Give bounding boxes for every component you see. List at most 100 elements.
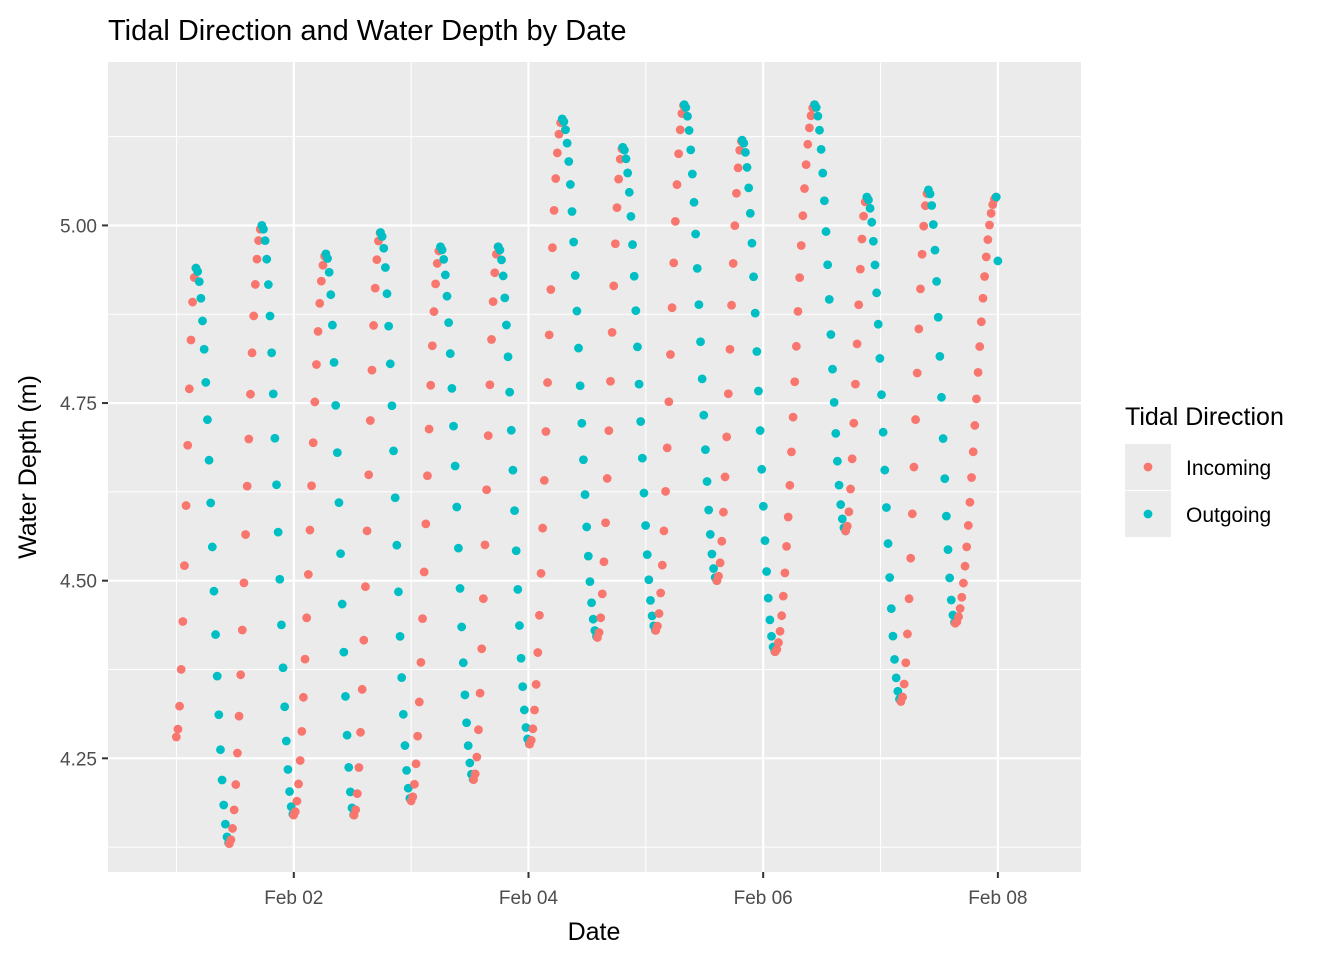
outgoing-point (262, 254, 272, 264)
incoming-point (474, 725, 483, 735)
outgoing-point (687, 169, 697, 179)
incoming-point (798, 211, 808, 221)
incoming-point (294, 779, 303, 789)
incoming-point (302, 613, 312, 623)
outgoing-point (212, 671, 222, 681)
legend: Tidal Direction Incoming Outgoing (1125, 403, 1284, 537)
minor-gridlines (108, 62, 1081, 872)
y-axis-tick-label: 4.50 (60, 572, 97, 593)
outgoing-point (449, 421, 458, 431)
incoming-point (544, 330, 554, 340)
legend-entry-incoming: Incoming (1125, 444, 1271, 490)
outgoing-point (194, 277, 204, 286)
outgoing-point (559, 117, 569, 126)
incoming-point (530, 705, 539, 715)
incoming-point (606, 376, 615, 386)
incoming-point (855, 264, 865, 274)
outgoing-point (946, 595, 956, 605)
incoming-point (791, 341, 801, 351)
outgoing-point (826, 330, 836, 339)
outgoing-point (220, 819, 230, 829)
outgoing-point (749, 272, 758, 282)
outgoing-point (940, 474, 950, 484)
outgoing-point (834, 480, 844, 490)
incoming-point (594, 628, 604, 637)
outgoing-point (380, 263, 390, 272)
outgoing-point (503, 352, 513, 362)
y-axis-tick-label: 5.00 (60, 216, 97, 237)
x-axis-tick-labels: Feb 02 Feb 04 Feb 06 Feb 08 (264, 888, 1027, 909)
outgoing-point (583, 551, 593, 561)
outgoing-point (747, 238, 757, 248)
incoming-point (916, 284, 925, 294)
incoming-point (730, 221, 740, 231)
outgoing-point (510, 506, 519, 516)
incoming-point (909, 462, 919, 472)
incoming-point (242, 481, 252, 491)
incoming-point (370, 283, 380, 293)
incoming-point (295, 756, 305, 765)
outgoing-point (689, 197, 699, 207)
incoming-point (246, 389, 255, 399)
outgoing-point (582, 522, 592, 532)
incoming-point (352, 789, 362, 799)
outgoing-point (686, 145, 696, 155)
outgoing-point (382, 289, 392, 299)
incoming-point (477, 644, 487, 654)
incoming-point (310, 397, 320, 407)
incoming-point (543, 378, 552, 387)
incoming-point (411, 759, 421, 769)
outgoing-point (704, 505, 714, 515)
axis-ticks (102, 224, 999, 878)
incoming-point (226, 835, 236, 845)
incoming-point (426, 380, 436, 390)
outgoing-point (217, 775, 227, 785)
legend-entries: Incoming Outgoing (1125, 444, 1271, 537)
legend-title: Tidal Direction (1125, 403, 1284, 431)
incoming-point (609, 281, 619, 291)
outgoing-point (447, 383, 457, 393)
outgoing-point (821, 227, 831, 236)
incoming-point (234, 711, 244, 721)
outgoing-point (457, 622, 467, 632)
incoming-point (859, 211, 868, 221)
incoming-point (541, 427, 551, 436)
incoming-point (772, 645, 782, 654)
incoming-point (970, 421, 980, 430)
outgoing-point (767, 631, 776, 641)
outgoing-point (199, 344, 209, 354)
outgoing-point (646, 595, 655, 605)
outgoing-point (991, 192, 1001, 202)
outgoing-point (623, 168, 633, 178)
outgoing-point (384, 321, 394, 331)
outgoing-point (647, 611, 657, 621)
incoming-point (901, 658, 911, 668)
incoming-point (733, 163, 743, 173)
outgoing-point (497, 255, 506, 265)
outgoing-point (932, 277, 941, 286)
outgoing-point (395, 631, 405, 641)
incoming-point (920, 201, 930, 211)
outgoing-point (462, 718, 471, 728)
incoming-point (795, 273, 805, 283)
outgoing-point (394, 587, 403, 597)
outgoing-point (516, 653, 526, 663)
outgoing-point (755, 426, 765, 435)
incoming-point (657, 560, 667, 570)
incoming-point (247, 348, 257, 358)
outgoing-point (765, 615, 775, 625)
incoming-point (842, 521, 852, 531)
incoming-point (723, 389, 733, 399)
incoming-point (357, 684, 367, 694)
outgoing-point (511, 546, 521, 556)
plot-panel (108, 62, 1081, 872)
y-axis-tick-labels: 4.25 4.50 4.75 5.00 (60, 216, 97, 770)
outgoing-point (745, 208, 755, 218)
outgoing-point (818, 168, 828, 178)
incoming-point (551, 174, 561, 183)
incoming-point (292, 796, 302, 806)
incoming-point (852, 339, 862, 349)
outgoing-point (757, 464, 767, 474)
incoming-point (372, 255, 382, 265)
outgoing-point (875, 354, 885, 363)
